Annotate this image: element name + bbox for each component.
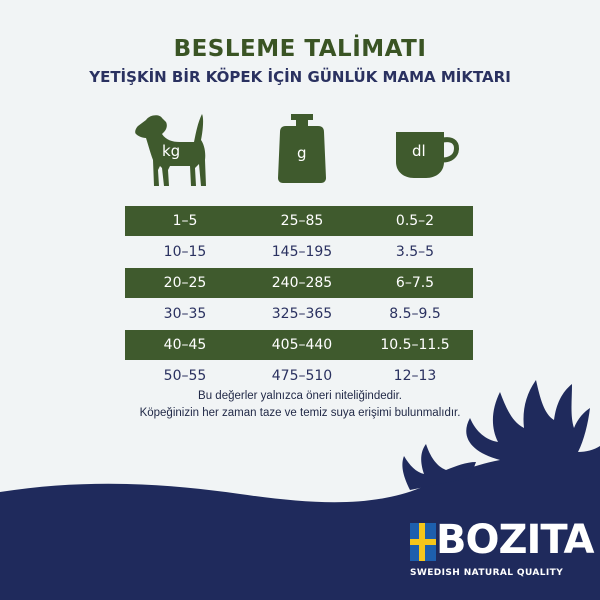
disclaimer-line-1: Bu değerler yalnızca öneri niteliğindedi… (198, 390, 402, 402)
weight-icon: g (272, 112, 332, 184)
table-row: 20–25 240–285 6–7.5 (125, 268, 473, 298)
food-dl-cell: 3.5–5 (395, 244, 435, 260)
swedish-flag-icon (410, 523, 436, 561)
disclaimer-line-2: Köpeğinizin her zaman taze ve temiz suya… (139, 407, 461, 419)
brand-name: BOZITA (436, 517, 595, 563)
food-dl-cell: 12–13 (393, 368, 437, 384)
dog-weight-cell: 1–5 (172, 213, 198, 229)
cup-unit-label: dl (412, 142, 426, 160)
dog-weight-cell: 30–35 (163, 306, 207, 322)
feeding-table: 1–5 25–85 0.5–2 10–15 145–195 3.5–5 20–2… (125, 206, 473, 392)
dog-unit-label: kg (162, 142, 181, 160)
cup-icon: dl (394, 128, 462, 180)
dog-weight-cell: 50–55 (163, 368, 207, 384)
dog-icon: kg (132, 108, 218, 194)
dog-weight-cell: 10–15 (163, 244, 207, 260)
weight-unit-label: g (297, 144, 307, 162)
dog-weight-cell: 40–45 (163, 337, 207, 353)
food-grams-cell: 25–85 (280, 213, 324, 229)
food-grams-cell: 325–365 (271, 306, 333, 322)
page-subtitle: YETİŞKİN BİR KÖPEK İÇİN GÜNLÜK MAMA MİKT… (89, 68, 511, 86)
food-grams-cell: 145–195 (271, 244, 333, 260)
table-row: 1–5 25–85 0.5–2 (125, 206, 473, 236)
disclaimer-note: Bu değerler yalnızca öneri niteliğindedi… (0, 388, 600, 422)
food-dl-cell: 6–7.5 (395, 275, 435, 291)
table-row: 10–15 145–195 3.5–5 (125, 237, 473, 267)
brand-tagline: SWEDISH NATURAL QUALITY (410, 568, 564, 578)
table-row: 30–35 325–365 8.5–9.5 (125, 299, 473, 329)
page-title: BESLEME TALİMATI (173, 36, 427, 62)
dog-weight-cell: 20–25 (163, 275, 207, 291)
food-dl-cell: 8.5–9.5 (389, 306, 441, 322)
table-row: 40–45 405–440 10.5–11.5 (125, 330, 473, 360)
food-dl-cell: 10.5–11.5 (380, 337, 450, 353)
food-grams-cell: 240–285 (271, 275, 333, 291)
food-dl-cell: 0.5–2 (395, 213, 435, 229)
table-row: 50–55 475–510 12–13 (125, 361, 473, 391)
food-grams-cell: 475–510 (271, 368, 333, 384)
food-grams-cell: 405–440 (271, 337, 333, 353)
